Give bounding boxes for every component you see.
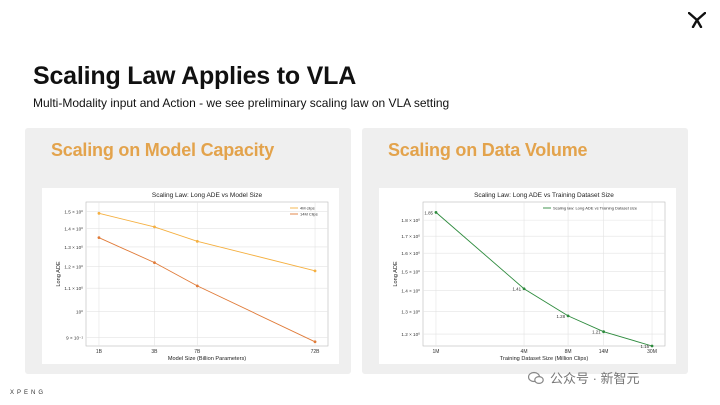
y-axis-label: Long ADE: [393, 261, 399, 286]
data-volume-heading: Scaling on Data Volume: [388, 140, 588, 160]
slide-title: Scaling Law Applies to VLA: [33, 62, 357, 90]
y-tick-label: 1.5 × 10⁰: [401, 269, 420, 274]
data-volume-panel: Scaling on Data Volume 1.2 × 10⁰ 1.3 × 10…: [362, 128, 688, 374]
data-point: [566, 314, 570, 318]
dataset-size-chart: 1.2 × 10⁰ 1.3 × 10⁰ 1.4 × 10⁰ 1.5 × 10⁰ 1.6 …: [393, 192, 666, 362]
data-point: [434, 211, 438, 214]
model-capacity-heading: Scaling on Model Capacity: [51, 140, 275, 160]
wechat-icon: [528, 371, 544, 384]
legend-label: Scaling law: Long ADE vs Training Datase…: [553, 206, 638, 211]
data-point: [313, 269, 317, 273]
xpeng-logo-icon: [688, 12, 706, 28]
y-tick-label: 1.4 × 10⁰: [401, 289, 420, 294]
y-axis-label: Long ADE: [56, 261, 62, 286]
y-tick-label: 1.3 × 10⁰: [64, 245, 83, 250]
y-tick-label: 10⁰: [76, 310, 83, 315]
data-point: [97, 211, 101, 215]
series-line: [98, 212, 316, 272]
y-tick-label: 1.2 × 10⁰: [401, 332, 420, 337]
x-tick-label: 30M: [647, 349, 657, 355]
y-tick-label: 1.6 × 10⁰: [401, 251, 420, 256]
x-tick-label: 14M: [599, 349, 609, 355]
y-tick-label: 1.7 × 10⁰: [401, 234, 420, 239]
x-tick-label: 1B: [96, 349, 103, 355]
data-label: 1.28: [557, 314, 566, 319]
data-point: [650, 344, 654, 348]
plot-area: [422, 201, 666, 347]
x-tick-label: 8M: [565, 349, 572, 355]
dataset-size-chart-card: 1.2 × 10⁰ 1.3 × 10⁰ 1.4 × 10⁰ 1.5 × 10⁰ 1.6 …: [379, 188, 676, 364]
y-tick-label: 1.4 × 10⁰: [64, 227, 83, 232]
data-point: [522, 287, 526, 291]
x-tick-label: 72B: [311, 349, 321, 355]
x-tick-label: 1M: [432, 349, 439, 355]
data-label: 1.85: [424, 210, 433, 215]
x-axis-label: Model Size (Billion Parameters): [168, 356, 246, 362]
data-label: 1.41: [512, 287, 521, 292]
slide-subtitle: Multi-Modality input and Action - we see…: [33, 96, 450, 110]
y-tick-label: 1.8 × 10⁰: [401, 218, 420, 223]
data-point: [313, 340, 317, 344]
model-size-chart-card: 9 × 10⁻¹ 10⁰ 1.1 × 10⁰ 1.2 × 10⁰ 1.3 × 10⁰ 1.…: [42, 188, 339, 364]
x-tick-label: 4M: [521, 349, 528, 355]
x-tick-label: 7B: [194, 349, 201, 355]
data-point: [153, 261, 156, 265]
data-point: [602, 330, 606, 334]
data-point: [97, 236, 101, 240]
data-label: 1.21: [592, 330, 601, 335]
watermark: 公众号 · 新智元: [528, 368, 640, 387]
data-point: [195, 284, 199, 288]
chart-title: Scaling Law: Long ADE vs Model Size: [152, 192, 263, 199]
data-point: [195, 239, 199, 243]
plot-area: [85, 201, 329, 347]
series-line: [98, 237, 316, 343]
watermark-text: 公众号 · 新智元: [550, 371, 640, 386]
y-tick-label: 1.1 × 10⁰: [64, 286, 83, 291]
data-point: [153, 225, 156, 229]
legend-label: 14M Clips: [300, 212, 318, 217]
x-tick-label: 3B: [151, 349, 158, 355]
y-tick-label: 1.2 × 10⁰: [64, 265, 83, 270]
model-size-chart: 9 × 10⁻¹ 10⁰ 1.1 × 10⁰ 1.2 × 10⁰ 1.3 × 10⁰ 1.…: [56, 192, 329, 362]
chart-title: Scaling Law: Long ADE vs Training Datase…: [474, 192, 614, 199]
data-label: 1.15: [640, 344, 649, 349]
legend-label: 4M clips: [300, 206, 315, 211]
x-axis-label: Training Dataset Size (Million Clips): [500, 356, 589, 362]
y-tick-label: 1.3 × 10⁰: [401, 310, 420, 315]
model-capacity-panel: Scaling on Model Capacity 9 × 10⁻¹ 10⁰ 1.1…: [25, 128, 351, 374]
brand-wordmark: XPENG: [10, 390, 47, 396]
y-tick-label: 1.5 × 10⁰: [64, 210, 83, 215]
y-tick-label: 9 × 10⁻¹: [66, 336, 83, 341]
